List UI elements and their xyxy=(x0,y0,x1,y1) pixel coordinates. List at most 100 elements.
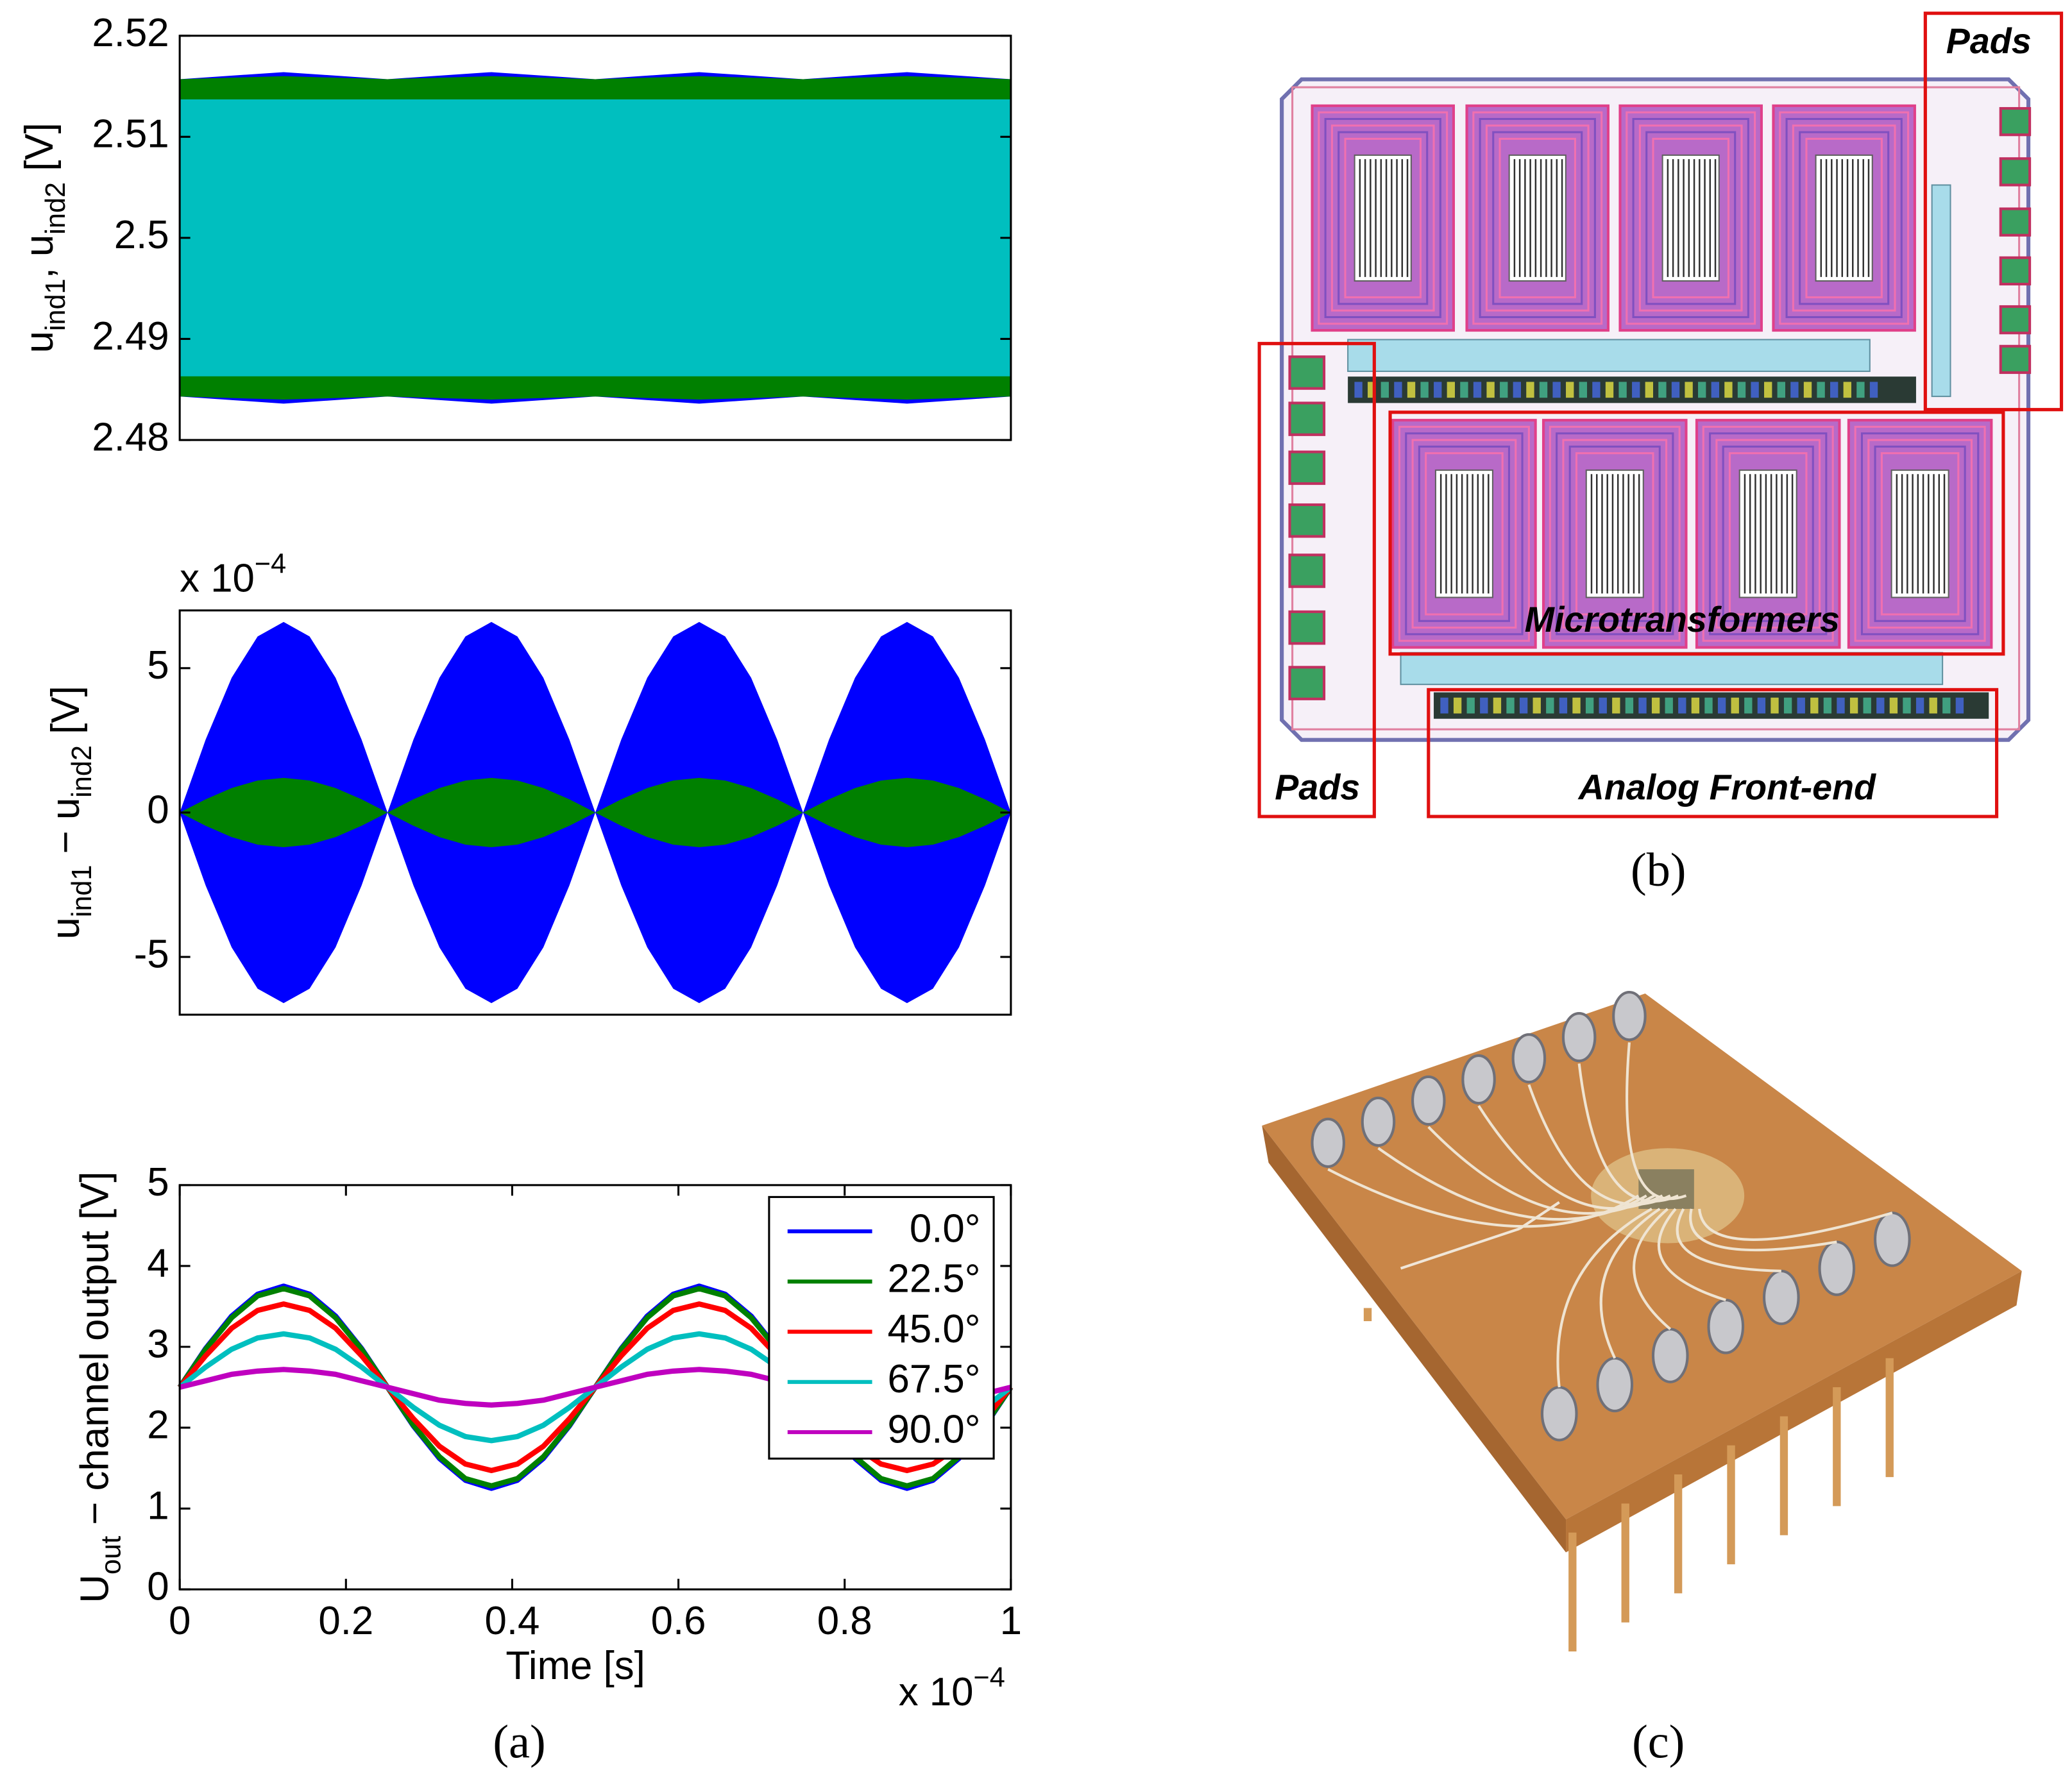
y-tick-label: 2.51 xyxy=(92,112,169,156)
cell xyxy=(1546,697,1554,714)
winding xyxy=(1874,445,1966,622)
y-axis-label: uind1, uind2 [V] xyxy=(17,122,71,353)
cell xyxy=(1771,697,1779,714)
text-part: − u xyxy=(44,798,88,865)
cell xyxy=(1783,697,1792,714)
cell xyxy=(1420,382,1429,398)
winding xyxy=(1562,439,1668,629)
cell xyxy=(1837,697,1845,714)
winding xyxy=(1709,432,1828,636)
cell xyxy=(1605,382,1614,398)
text-part: − channel output [V] xyxy=(73,1171,117,1535)
solder-pad xyxy=(1818,1240,1856,1296)
pad xyxy=(1999,157,2032,187)
text-part: ind2 xyxy=(40,182,71,235)
winding xyxy=(1479,117,1596,319)
text-part: x 10 xyxy=(180,557,255,601)
winding xyxy=(1324,117,1441,319)
envelope-band xyxy=(180,99,1011,376)
core xyxy=(1585,469,1644,598)
winding xyxy=(1702,425,1834,642)
winding xyxy=(1499,137,1577,299)
cell xyxy=(1592,382,1601,398)
winding xyxy=(1318,111,1448,325)
winding xyxy=(1575,452,1654,616)
winding xyxy=(1645,131,1737,305)
solder-pad xyxy=(1361,1096,1396,1147)
region-box xyxy=(1923,12,2064,412)
cell xyxy=(1632,382,1640,398)
cell xyxy=(1513,382,1522,398)
text-part: x 10 xyxy=(899,1670,974,1714)
cell xyxy=(1889,697,1898,714)
cell xyxy=(1929,697,1937,714)
cell xyxy=(1810,697,1819,714)
winding xyxy=(1330,124,1435,312)
text-part: u xyxy=(17,331,62,353)
core xyxy=(1434,469,1493,598)
text-part: ind2 xyxy=(67,745,98,798)
trace xyxy=(1527,1084,1671,1206)
cell xyxy=(1717,697,1726,714)
region-box xyxy=(1388,410,2005,656)
cell xyxy=(1671,382,1680,398)
cell xyxy=(1849,697,1858,714)
y-tick-label: 4 xyxy=(147,1241,169,1285)
text-part: out xyxy=(96,1536,127,1574)
region-label: Pads xyxy=(1946,21,2032,61)
cell xyxy=(1777,382,1785,398)
cell xyxy=(1691,697,1700,714)
winding xyxy=(1492,131,1583,305)
cell xyxy=(1618,382,1627,398)
solder-pad xyxy=(1762,1269,1800,1326)
text-part: ind1 xyxy=(40,278,71,331)
cell xyxy=(1876,697,1885,714)
pad xyxy=(1999,207,2032,237)
solder-pad xyxy=(1411,1075,1446,1126)
cell xyxy=(1698,382,1706,398)
trace xyxy=(1657,1208,1726,1302)
panel-label: (c) xyxy=(1632,1716,1685,1768)
trace xyxy=(1577,1063,1679,1203)
legend-label: 45.0° xyxy=(888,1307,981,1351)
pad xyxy=(1288,450,1326,485)
y-tick-label: 2.5 xyxy=(114,213,169,257)
winding xyxy=(1632,117,1749,319)
winding xyxy=(1722,445,1814,622)
winding xyxy=(1715,439,1821,629)
cell xyxy=(1915,697,1924,714)
cell xyxy=(1519,697,1528,714)
winding xyxy=(1638,124,1743,312)
cell xyxy=(1757,697,1766,714)
cell xyxy=(1566,382,1574,398)
winding xyxy=(1785,117,1903,319)
axis-multiplier: x 10−4 xyxy=(180,549,286,601)
winding xyxy=(1411,439,1517,629)
winding xyxy=(1652,137,1729,299)
legend-label: 67.5° xyxy=(888,1357,981,1401)
text-part: −4 xyxy=(974,1662,1005,1693)
trace xyxy=(1633,1208,1672,1330)
winding xyxy=(1779,111,1910,325)
x-tick-label: 0.6 xyxy=(651,1599,706,1643)
y-tick-label: 5 xyxy=(147,643,169,688)
legend-label: 0.0° xyxy=(910,1206,981,1251)
cell xyxy=(1830,382,1838,398)
winding xyxy=(1556,432,1674,636)
cell xyxy=(1797,697,1805,714)
legend-box xyxy=(768,1195,995,1460)
cell xyxy=(1724,382,1733,398)
cell xyxy=(1394,382,1402,398)
y-tick-label: 2.49 xyxy=(92,314,169,359)
winding xyxy=(1880,452,1960,616)
winding xyxy=(1398,425,1530,642)
cell xyxy=(1843,382,1851,398)
cell xyxy=(1856,382,1865,398)
cell xyxy=(1665,697,1673,714)
winding xyxy=(1549,425,1681,642)
y-axis-label: Uout − channel output [V] xyxy=(73,1171,127,1603)
winding xyxy=(1799,131,1890,305)
y-tick-label: 2.52 xyxy=(92,11,169,55)
pad xyxy=(1999,344,2032,375)
